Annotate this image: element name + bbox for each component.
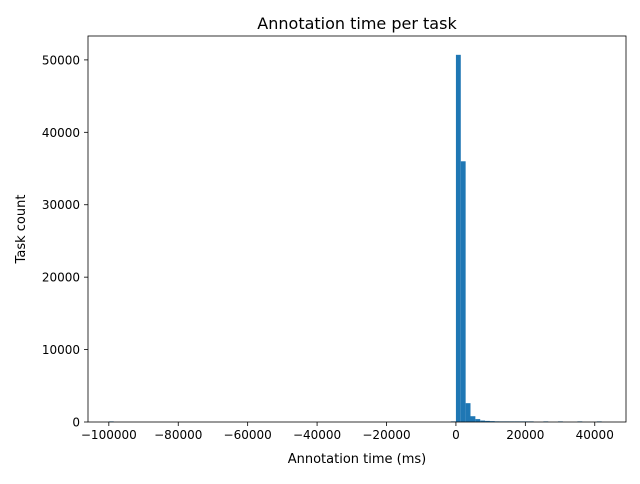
y-tick-label: 0: [72, 416, 80, 430]
x-axis-label: Annotation time (ms): [288, 452, 427, 467]
x-tick-label: −80000: [154, 428, 202, 442]
y-tick-label: 10000: [42, 343, 80, 357]
x-tick-label: −40000: [293, 428, 341, 442]
histogram-bar: [460, 161, 466, 423]
histogram-bar: [485, 420, 490, 422]
y-axis-label: Task count: [14, 195, 29, 265]
plot-frame: [87, 35, 627, 423]
y-tick-label: 20000: [42, 271, 80, 285]
y-tick-label: 30000: [42, 198, 80, 212]
y-tick-label: 40000: [42, 126, 80, 140]
histogram-bar: [470, 416, 476, 422]
histogram-bar: [475, 419, 481, 422]
histogram-bar: [465, 403, 471, 422]
x-axis-ticks: −100000 −80000 −60000 −40000 −20000 0 20000 400…: [81, 422, 614, 442]
chart-title: Annotation time per task: [257, 14, 457, 33]
x-tick-label: 0: [452, 428, 460, 442]
x-tick-label: 20000: [506, 428, 544, 442]
y-tick-label: 50000: [42, 53, 80, 67]
histogram-bar: [455, 54, 461, 422]
x-tick-label: −60000: [224, 428, 272, 442]
histogram-bar: [480, 420, 486, 422]
histogram-bar: [489, 421, 495, 422]
x-tick-label: −100000: [81, 428, 137, 442]
x-tick-label: 40000: [576, 428, 614, 442]
x-tick-label: −20000: [362, 428, 410, 442]
y-axis-ticks: 0 10000 20000 30000 40000 50000: [42, 53, 88, 430]
